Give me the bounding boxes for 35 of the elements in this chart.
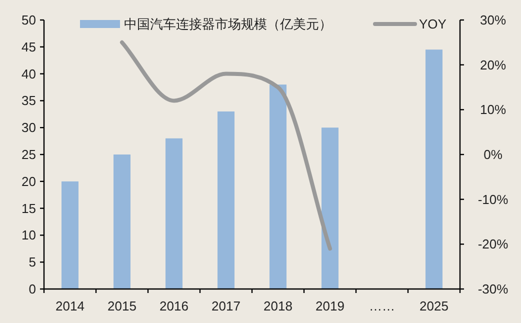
bar xyxy=(322,128,338,289)
x-tick-label: 2014 xyxy=(56,298,84,314)
bar xyxy=(426,50,442,289)
y-tick-label: 10 xyxy=(22,228,36,243)
bar xyxy=(114,154,130,289)
y-tick-label: 0 xyxy=(28,282,36,296)
y-tick-label: 25 xyxy=(22,147,36,162)
x-tick-label: 2018 xyxy=(264,298,292,314)
x-tick-label: …… xyxy=(369,298,395,314)
x-tick-label: 2016 xyxy=(160,298,188,314)
y-tick-label: 35 xyxy=(22,93,36,108)
bar xyxy=(218,111,234,289)
y2-tick-label: -30% xyxy=(478,282,509,296)
x-tick-label: 2025 xyxy=(420,298,448,314)
y2-tick-label: -10% xyxy=(478,192,509,207)
x-tick-label: 2019 xyxy=(316,298,344,314)
y2-tick-label: -20% xyxy=(478,236,509,252)
legend-label: 中国汽车连接器市场规模（亿美元） xyxy=(124,16,332,32)
y-tick-label: 5 xyxy=(28,254,36,270)
y-tick-label: 20 xyxy=(22,174,36,189)
x-tick-label: 2015 xyxy=(108,298,136,314)
y-tick-label: 40 xyxy=(22,66,36,82)
x-tick-label: 2017 xyxy=(212,298,240,314)
bar xyxy=(62,181,78,289)
bar xyxy=(166,138,182,289)
y2-tick-label: 30% xyxy=(480,12,506,28)
y2-tick-label: 10% xyxy=(480,102,506,118)
bar xyxy=(270,84,286,289)
y2-tick-label: 0% xyxy=(484,147,503,162)
y-tick-label: 30 xyxy=(22,120,36,136)
y-tick-label: 45 xyxy=(22,39,36,54)
legend-label: YOY xyxy=(419,16,447,32)
y-tick-label: 50 xyxy=(22,12,36,28)
y-tick-label: 15 xyxy=(22,200,36,216)
y2-tick-label: 20% xyxy=(480,57,506,72)
